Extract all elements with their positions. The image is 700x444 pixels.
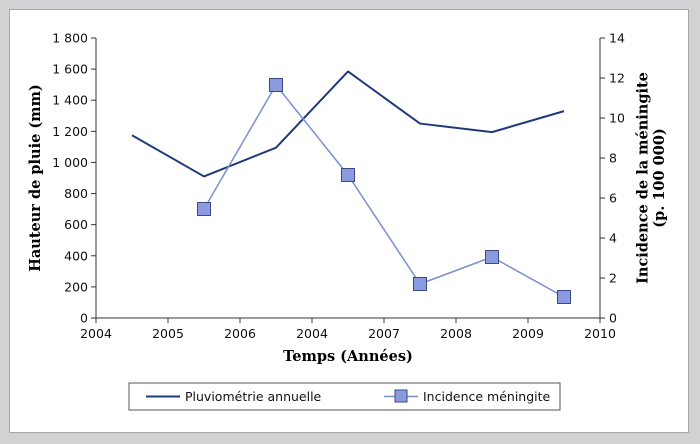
right-tick-label: 2 <box>609 271 617 286</box>
left-tick-label: 400 <box>64 248 88 263</box>
series-line-0 <box>131 70 565 178</box>
right-tick-label: 10 <box>609 111 625 126</box>
legend-label-rain: Pluviométrie annuelle <box>185 389 322 404</box>
x-tick-group: 2004 2005 2006 2004 2007 2008 2009 2010 <box>80 318 616 341</box>
x-tick-label: 2009 <box>512 326 544 341</box>
series-line-1 <box>203 84 565 298</box>
right-tick-label: 6 <box>609 191 617 206</box>
left-tick-label: 1 400 <box>52 93 88 108</box>
left-tick-label: 200 <box>64 279 88 294</box>
left-tick-label: 800 <box>64 186 88 201</box>
legend-label-meningitis: Incidence méningite <box>423 389 551 404</box>
left-tick-group: 0 200 400 600 800 1 000 1 200 1 400 1 600 1 800 <box>52 31 96 326</box>
right-tick-label: 8 <box>609 151 617 166</box>
legend: Pluviométrie annuelle Incidence méningit… <box>128 382 561 411</box>
x-tick-label: 2004 <box>296 326 328 341</box>
right-tick-group: 0 2 4 6 8 10 12 14 <box>600 31 625 326</box>
legend-swatch-meningitis-marker <box>394 389 408 403</box>
left-tick-label: 1 200 <box>52 124 88 139</box>
x-tick-label: 2005 <box>152 326 184 341</box>
right-tick-label: 14 <box>609 31 625 46</box>
x-tick-label: 2004 <box>80 326 112 341</box>
left-tick-label: 1 000 <box>52 155 88 170</box>
series-marker-1 <box>413 277 427 291</box>
series-marker-1 <box>197 202 211 216</box>
x-tick-label: 2010 <box>584 326 616 341</box>
right-tick-label: 4 <box>609 231 617 246</box>
left-tick-label: 600 <box>64 217 88 232</box>
x-tick-label: 2008 <box>440 326 472 341</box>
right-axis-title-line: Incidence de la méningite <box>634 72 651 284</box>
left-y-axis-title: Hauteur de pluie (mm) <box>27 84 44 272</box>
right-tick-label: 12 <box>609 71 625 86</box>
chart-panel <box>9 9 689 433</box>
series-marker-1 <box>485 250 499 264</box>
right-y-axis-title: Incidence de la méningite(p. 100 000) <box>634 72 668 284</box>
x-tick-label: 2006 <box>224 326 256 341</box>
series-layer <box>131 70 571 304</box>
series-marker-1 <box>341 168 355 182</box>
right-tick-label: 0 <box>609 311 617 326</box>
legend-box <box>128 382 561 411</box>
left-tick-label: 1 600 <box>52 62 88 77</box>
left-tick-label: 0 <box>80 311 88 326</box>
axes-group <box>95 38 601 319</box>
x-tick-label: 2007 <box>368 326 400 341</box>
series-marker-1 <box>557 290 571 304</box>
right-axis-title-line: (p. 100 000) <box>651 128 668 228</box>
series-marker-1 <box>269 78 283 92</box>
left-tick-label: 1 800 <box>52 31 88 46</box>
x-axis-title: Temps (Années) <box>283 348 413 365</box>
